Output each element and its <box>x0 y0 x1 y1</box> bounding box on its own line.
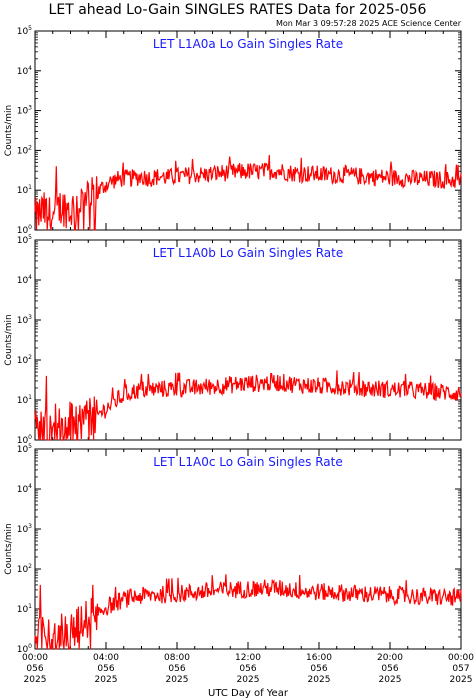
y-axis-label: Counts/min <box>4 105 14 156</box>
x-tick-label-year: 2025 <box>95 675 118 685</box>
panel-frame <box>34 239 462 441</box>
x-tick-label-time: 00:00 <box>448 653 474 663</box>
x-tick-label-time: 04:00 <box>93 653 119 663</box>
y-tick-label: 100 <box>17 224 32 236</box>
panel-frame <box>34 30 462 231</box>
x-tick-label-year: 2025 <box>379 675 402 685</box>
x-tick-label-doy: 056 <box>239 664 256 674</box>
series-line <box>34 574 462 650</box>
timestamp: Mon Mar 3 09:57:28 2025 ACE Science Cent… <box>275 19 461 28</box>
y-tick-label: 101 <box>17 603 32 615</box>
panel-title: LET L1A0b Lo Gain Singles Rate <box>153 246 344 260</box>
x-tick-label-time: 20:00 <box>377 653 403 663</box>
x-tick-label-doy: 056 <box>97 664 114 674</box>
panel-1: 100 101 102 103 104 105 Counts/min LET L1A0a Lo… <box>4 25 462 236</box>
y-tick-label: 105 <box>17 25 32 37</box>
x-tick-label-time: 00:00 <box>22 653 48 663</box>
x-tick-label-doy: 056 <box>310 664 327 674</box>
x-tick-label-year: 2025 <box>450 675 473 685</box>
y-tick-label: 103 <box>17 523 32 535</box>
x-tick-label-doy: 056 <box>381 664 398 674</box>
series-line <box>34 155 462 231</box>
y-axis-label: Counts/min <box>4 314 14 365</box>
panel-frame <box>34 448 462 650</box>
x-tick-label-doy: 056 <box>26 664 43 674</box>
y-tick-label: 100 <box>17 643 32 655</box>
y-tick-label: 104 <box>17 65 32 77</box>
x-axis-label: UTC Day of Year <box>208 688 288 699</box>
panel-3: 100 101 102 103 104 105 Counts/min LET L1A0c Lo… <box>4 443 462 655</box>
page-title: LET ahead Lo-Gain SINGLES RATES Data for… <box>48 2 427 18</box>
x-tick-label-doy: 056 <box>168 664 185 674</box>
y-tick-label: 102 <box>17 354 32 366</box>
x-tick-label-year: 2025 <box>308 675 331 685</box>
y-tick-label: 102 <box>17 563 32 575</box>
x-tick-label-time: 12:00 <box>235 653 261 663</box>
x-tick-label-year: 2025 <box>24 675 47 685</box>
panel-title: LET L1A0c Lo Gain Singles Rate <box>153 455 343 469</box>
x-tick-label-doy: 057 <box>452 664 469 674</box>
y-tick-label: 101 <box>17 394 32 406</box>
y-axis-label: Counts/min <box>4 523 14 574</box>
y-tick-label: 100 <box>17 434 32 446</box>
panel-2: 100 101 102 103 104 105 Counts/min LET L1A0b Lo… <box>4 234 462 446</box>
y-tick-label: 105 <box>17 443 32 455</box>
x-tick-label-year: 2025 <box>237 675 260 685</box>
y-tick-label: 103 <box>17 314 32 326</box>
x-tick-label-year: 2025 <box>166 675 189 685</box>
y-tick-label: 101 <box>17 184 32 196</box>
y-tick-label: 102 <box>17 144 32 156</box>
panel-title: LET L1A0a Lo Gain Singles Rate <box>153 37 343 51</box>
y-tick-label: 105 <box>17 234 32 246</box>
y-tick-label: 103 <box>17 105 32 117</box>
x-tick-label-time: 08:00 <box>164 653 190 663</box>
y-tick-label: 104 <box>17 274 32 286</box>
x-tick-label-time: 16:00 <box>306 653 332 663</box>
series-line <box>34 370 462 442</box>
y-tick-label: 104 <box>17 483 32 495</box>
